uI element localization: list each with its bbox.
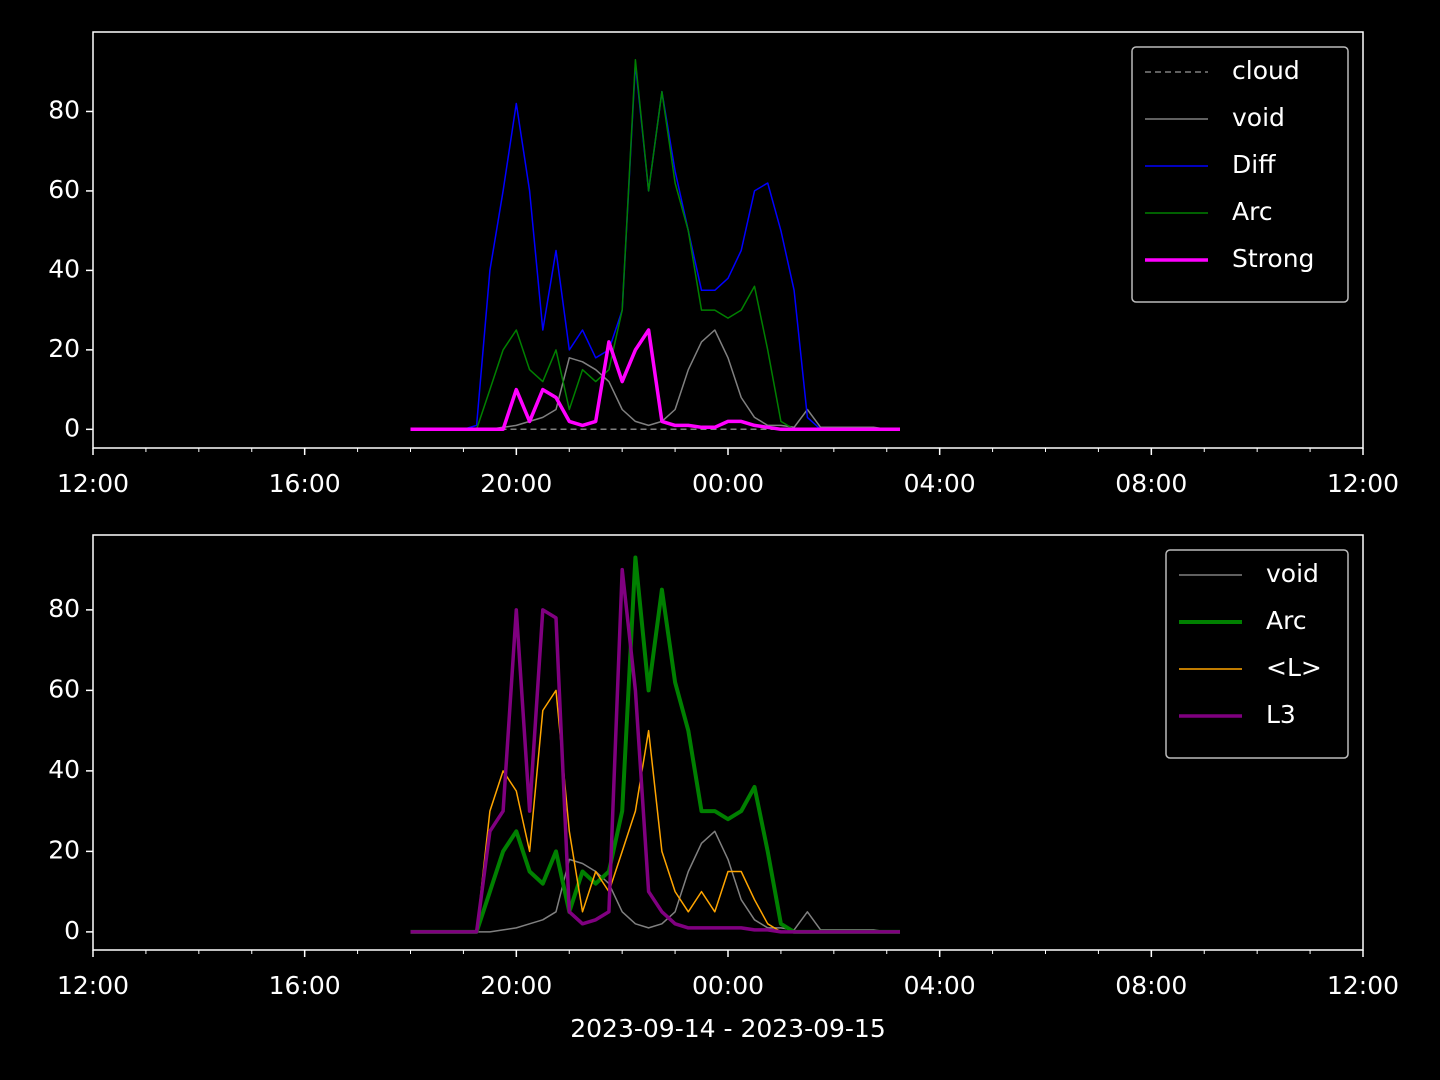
x-tick-label: 00:00 — [692, 469, 764, 498]
legend-label: Diff — [1232, 150, 1276, 179]
y-tick-label: 80 — [48, 95, 80, 124]
x-tick-label: 00:00 — [692, 971, 764, 1000]
y-tick-label: 0 — [64, 916, 80, 945]
y-tick-label: 20 — [48, 835, 80, 864]
x-tick-label: 16:00 — [269, 469, 341, 498]
y-tick-label: 80 — [48, 594, 80, 623]
series-line — [410, 830, 900, 933]
legend-box — [1165, 549, 1349, 759]
x-tick-label: 04:00 — [904, 971, 976, 1000]
x-tick-label: 12:00 — [57, 971, 129, 1000]
x-tick-label: 12:00 — [1327, 469, 1399, 498]
x-tick-label: 12:00 — [1327, 971, 1399, 1000]
y-tick-label: 60 — [48, 674, 80, 703]
x-tick-label: 16:00 — [269, 971, 341, 1000]
x-tick-label: 04:00 — [904, 469, 976, 498]
x-tick-label: 20:00 — [480, 971, 552, 1000]
legend-label: <L> — [1266, 653, 1322, 682]
x-tick-label: 08:00 — [1115, 469, 1187, 498]
series-line — [410, 567, 900, 934]
y-tick-label: 60 — [48, 175, 80, 204]
x-axis-label: 2023-09-14 - 2023-09-15 — [570, 1014, 886, 1043]
y-tick-label: 40 — [48, 254, 80, 283]
series-line — [410, 689, 900, 933]
y-tick-label: 40 — [48, 755, 80, 784]
x-tick-label: 08:00 — [1115, 971, 1187, 1000]
y-tick-label: 0 — [64, 413, 80, 442]
series-line — [410, 328, 900, 432]
legend-label: L3 — [1266, 700, 1296, 729]
legend-box — [1131, 46, 1349, 303]
legend-label: cloud — [1232, 56, 1300, 85]
legend-label: Arc — [1232, 197, 1273, 226]
legend-label: void — [1232, 103, 1285, 132]
y-tick-label: 20 — [48, 334, 80, 363]
legend-label: Strong — [1232, 244, 1314, 273]
legend-label: Arc — [1266, 606, 1307, 635]
x-tick-label: 20:00 — [480, 469, 552, 498]
x-tick-label: 12:00 — [57, 469, 129, 498]
legend-label: void — [1266, 559, 1319, 588]
